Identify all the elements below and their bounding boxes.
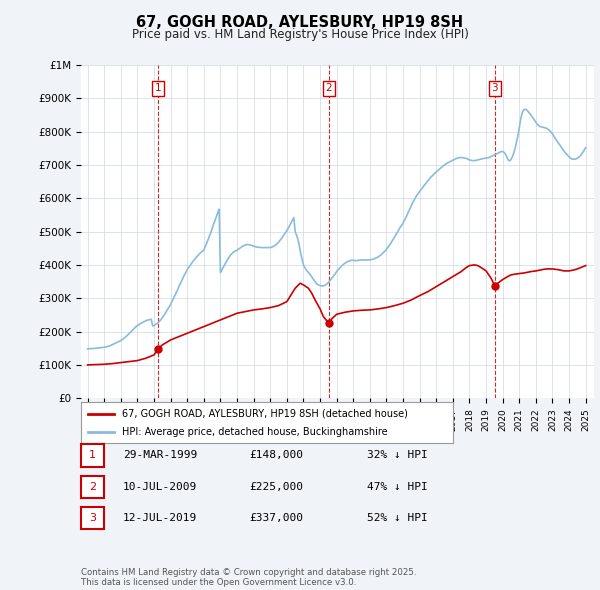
Text: 3: 3 xyxy=(89,513,96,523)
Text: £225,000: £225,000 xyxy=(249,482,303,491)
Text: 67, GOGH ROAD, AYLESBURY, HP19 8SH (detached house): 67, GOGH ROAD, AYLESBURY, HP19 8SH (deta… xyxy=(122,409,408,419)
Text: £337,000: £337,000 xyxy=(249,513,303,523)
Text: 2: 2 xyxy=(89,482,96,491)
Text: 12-JUL-2019: 12-JUL-2019 xyxy=(123,513,197,523)
Text: Price paid vs. HM Land Registry's House Price Index (HPI): Price paid vs. HM Land Registry's House … xyxy=(131,28,469,41)
Text: 10-JUL-2009: 10-JUL-2009 xyxy=(123,482,197,491)
Text: 3: 3 xyxy=(491,83,498,93)
Text: 32% ↓ HPI: 32% ↓ HPI xyxy=(367,451,428,460)
Text: 29-MAR-1999: 29-MAR-1999 xyxy=(123,451,197,460)
Text: 67, GOGH ROAD, AYLESBURY, HP19 8SH: 67, GOGH ROAD, AYLESBURY, HP19 8SH xyxy=(136,15,464,30)
Text: Contains HM Land Registry data © Crown copyright and database right 2025.
This d: Contains HM Land Registry data © Crown c… xyxy=(81,568,416,587)
Text: 1: 1 xyxy=(155,83,161,93)
Text: 1: 1 xyxy=(89,451,96,460)
Text: 2: 2 xyxy=(325,83,332,93)
Text: 47% ↓ HPI: 47% ↓ HPI xyxy=(367,482,428,491)
Text: £148,000: £148,000 xyxy=(249,451,303,460)
Text: 52% ↓ HPI: 52% ↓ HPI xyxy=(367,513,428,523)
Text: HPI: Average price, detached house, Buckinghamshire: HPI: Average price, detached house, Buck… xyxy=(122,428,388,437)
